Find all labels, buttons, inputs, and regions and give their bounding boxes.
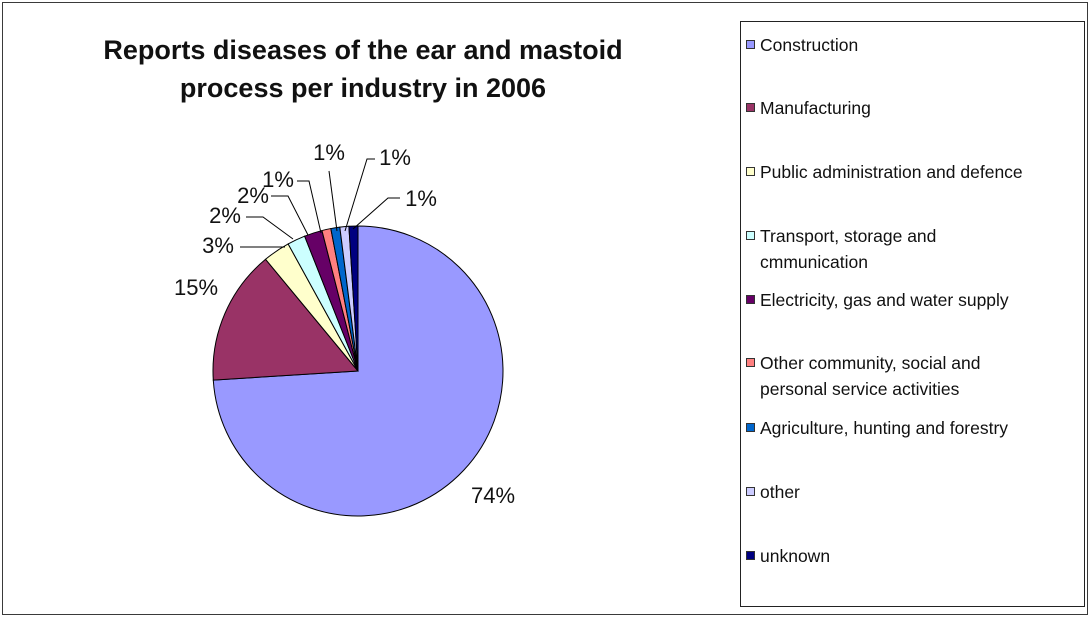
legend-swatch <box>746 551 755 560</box>
legend-item-construction: Construction <box>746 32 1081 58</box>
data-label-electricity-gas-and-water-supply: 2% <box>237 183 269 208</box>
legend-item-electricity-gas-and-water-supply: Electricity, gas and water supply <box>746 287 1081 313</box>
legend: Construction Manufacturing Public administ… <box>740 21 1085 607</box>
pie-slice-unknown <box>348 225 359 372</box>
legend-label: Public administration and defence <box>760 162 1023 182</box>
leader-line-other <box>344 158 375 232</box>
legend-label: other <box>760 482 800 502</box>
leader-line-unknown <box>352 197 400 230</box>
legend-label: Transport, storage and <box>760 226 937 246</box>
legend-item-transport-storage-and-cmmunication: Transport, storage and cmmunication <box>746 223 1081 275</box>
legend-label: personal service activities <box>760 379 960 399</box>
data-label-agriculture-hunting-and-forestry: 1% <box>313 140 345 165</box>
legend-label: Other community, social and <box>760 353 981 373</box>
legend-item-other: other <box>746 479 1081 505</box>
leader-line-transport-storage-and-cmmunication <box>246 216 294 240</box>
data-label-construction: 74% <box>471 483 515 508</box>
leader-line-other-community-social-and-personal-service-activities <box>297 180 322 234</box>
legend-label: Construction <box>760 35 859 55</box>
legend-swatch <box>746 358 755 367</box>
data-label-manufacturing: 15% <box>174 275 218 300</box>
chart-title-line-1: Reports diseases of the ear and mastoid <box>103 35 623 65</box>
chart-title: Reports diseases of the ear and mastoid … <box>33 31 693 107</box>
legend-item-other-community-social-and-personal-service-activities: Other community, social and personal serv… <box>746 350 1081 402</box>
legend-item-public-administration-and-defence: Public administration and defence <box>746 159 1081 185</box>
legend-swatch <box>746 40 755 49</box>
legend-label: Agriculture, hunting and forestry <box>760 418 1009 438</box>
legend-item-manufacturing: Manufacturing <box>746 95 1081 121</box>
legend-swatch <box>746 487 755 496</box>
pie-chart: 74%15%3%2%2%1%1% 1%1% <box>174 140 515 517</box>
legend-label: Manufacturing <box>760 98 871 118</box>
data-label-other-community-social-and-personal-service-activities: 1% <box>262 167 294 192</box>
data-label-unknown: 1% <box>405 186 437 211</box>
data-label-transport-storage-and-cmmunication: 2% <box>209 203 241 228</box>
legend-label: cmmunication <box>760 252 868 272</box>
legend-label: unknown <box>760 546 831 566</box>
legend-swatch <box>746 295 755 304</box>
legend-swatch <box>746 231 755 240</box>
legend-swatch <box>746 167 755 176</box>
leader-line-electricity-gas-and-water-supply <box>271 195 309 236</box>
pie-slice-manufacturing <box>212 258 360 381</box>
data-label-other: 1% <box>379 145 411 170</box>
leader-line-agriculture-hunting-and-forestry <box>328 170 338 232</box>
legend-item-unknown: unknown <box>746 543 1081 569</box>
legend-swatch <box>746 103 755 112</box>
chart-title-line-2: process per industry in 2006 <box>179 73 547 103</box>
legend-item-agriculture-hunting-and-forestry: Agriculture, hunting and forestry <box>746 415 1081 441</box>
legend-label: Electricity, gas and water supply <box>760 290 1009 310</box>
legend-swatch <box>746 423 755 432</box>
data-label-public-administration-and-defence: 3% <box>202 233 234 258</box>
